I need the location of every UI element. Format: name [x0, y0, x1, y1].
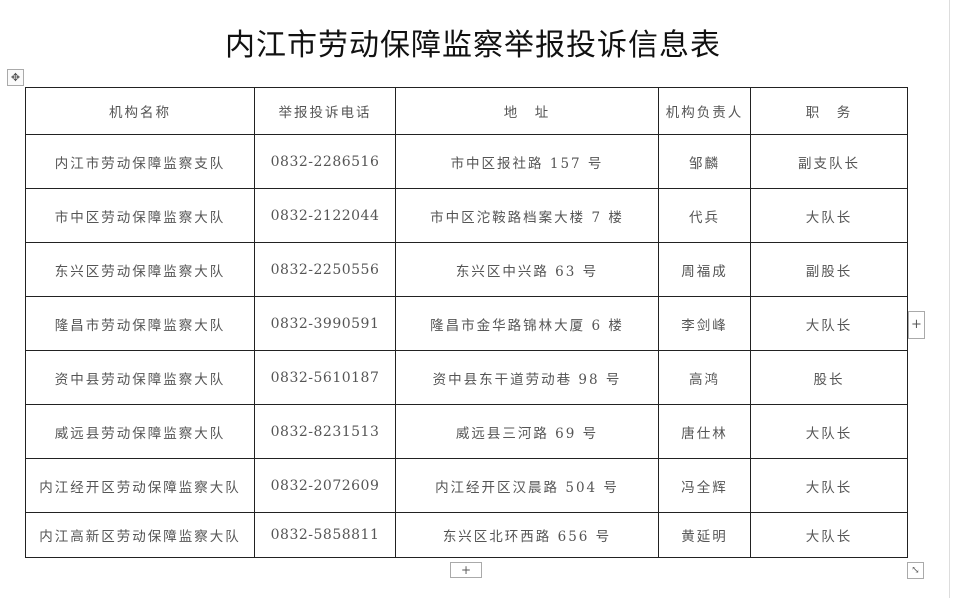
table-row: 内江市劳动保障监察支队 0832-2286516 市中区报社路 157 号邹麟 副支队…: [25, 134, 908, 189]
cell-org-name: 隆昌市劳动保障监察大队: [25, 296, 255, 351]
add-column-button[interactable]: +: [908, 311, 925, 339]
cell-org-name: 内江市劳动保障监察支队: [25, 134, 255, 189]
cell-org-name: 东兴区劳动保障监察大队: [25, 242, 255, 297]
info-table: 机构名称 举报投诉电话 地 址 机构负责人 职 务 内江市劳动保障监察支队 083…: [25, 87, 908, 558]
cell-leader: 李剑峰: [658, 296, 751, 351]
header-org-name: 机构名称: [25, 87, 255, 135]
cell-leader: 冯全辉: [658, 458, 751, 513]
cell-address: 市中区沱鞍路档案大楼 7 楼: [395, 188, 659, 243]
cell-position: 大队长: [750, 404, 908, 459]
cell-address: 东兴区中兴路 63 号: [395, 242, 659, 297]
cell-org-name: 威远县劳动保障监察大队: [25, 404, 255, 459]
cell-phone: 0832-5858811: [254, 512, 396, 558]
table-row: 隆昌市劳动保障监察大队 0832-3990591 隆昌市金华路锦林大厦 6 楼李剑峰…: [25, 296, 908, 351]
cell-leader: 周福成: [658, 242, 751, 297]
cell-position: 副股长: [750, 242, 908, 297]
cell-phone: 0832-2250556: [254, 242, 396, 297]
cell-position: 大队长: [750, 296, 908, 351]
cell-position: 副支队长: [750, 134, 908, 189]
cell-org-name: 内江高新区劳动保障监察大队: [25, 512, 255, 558]
cell-position: 大队长: [750, 512, 908, 558]
table-header-row: 机构名称 举报投诉电话 地 址 机构负责人 职 务: [25, 87, 908, 135]
cell-position: 股长: [750, 350, 908, 405]
cell-leader: 高鸿: [658, 350, 751, 405]
table-resize-handle-icon[interactable]: ⤡: [907, 562, 924, 579]
cell-position: 大队长: [750, 458, 908, 513]
table-row: 资中县劳动保障监察大队 0832-5610187 资中县东干道劳动巷 98 号高鸿股…: [25, 350, 908, 405]
cell-org-name: 资中县劳动保障监察大队: [25, 350, 255, 405]
cell-leader: 代兵: [658, 188, 751, 243]
cell-org-name: 内江经开区劳动保障监察大队: [25, 458, 255, 513]
cell-org-name: 市中区劳动保障监察大队: [25, 188, 255, 243]
table-row: 内江经开区劳动保障监察大队 0832-2072609 内江经开区汉晨路 504 号冯…: [25, 458, 908, 513]
cell-address: 东兴区北环西路 656 号: [395, 512, 659, 558]
header-position: 职 务: [750, 87, 908, 135]
table-row: 东兴区劳动保障监察大队 0832-2250556 东兴区中兴路 63 号周福成 副股长: [25, 242, 908, 297]
header-address: 地 址: [395, 87, 659, 135]
add-row-button[interactable]: +: [450, 562, 482, 578]
table-row: 内江高新区劳动保障监察大队 0832-5858811 东兴区北环西路 656 号黄延…: [25, 512, 908, 558]
cell-phone: 0832-3990591: [254, 296, 396, 351]
cell-address: 资中县东干道劳动巷 98 号: [395, 350, 659, 405]
table-row: 市中区劳动保障监察大队 0832-2122044 市中区沱鞍路档案大楼 7 楼代兵大…: [25, 188, 908, 243]
page-edge: [949, 0, 956, 598]
cell-leader: 唐仕林: [658, 404, 751, 459]
cell-address: 市中区报社路 157 号: [395, 134, 659, 189]
page-title: 内江市劳动保障监察举报投诉信息表: [225, 28, 721, 63]
table-row: 威远县劳动保障监察大队 0832-8231513 威远县三河路 69 号唐仕林 大队长: [25, 404, 908, 459]
cell-address: 威远县三河路 69 号: [395, 404, 659, 459]
cell-leader: 邹麟: [658, 134, 751, 189]
cell-position: 大队长: [750, 188, 908, 243]
header-leader: 机构负责人: [658, 87, 751, 135]
cell-phone: 0832-2122044: [254, 188, 396, 243]
cell-phone: 0832-2072609: [254, 458, 396, 513]
cell-address: 隆昌市金华路锦林大厦 6 楼: [395, 296, 659, 351]
cell-address: 内江经开区汉晨路 504 号: [395, 458, 659, 513]
cell-phone: 0832-5610187: [254, 350, 396, 405]
cell-phone: 0832-8231513: [254, 404, 396, 459]
header-phone: 举报投诉电话: [254, 87, 396, 135]
cell-leader: 黄延明: [658, 512, 751, 558]
cell-phone: 0832-2286516: [254, 134, 396, 189]
table-move-handle-icon[interactable]: ✥: [7, 69, 24, 86]
